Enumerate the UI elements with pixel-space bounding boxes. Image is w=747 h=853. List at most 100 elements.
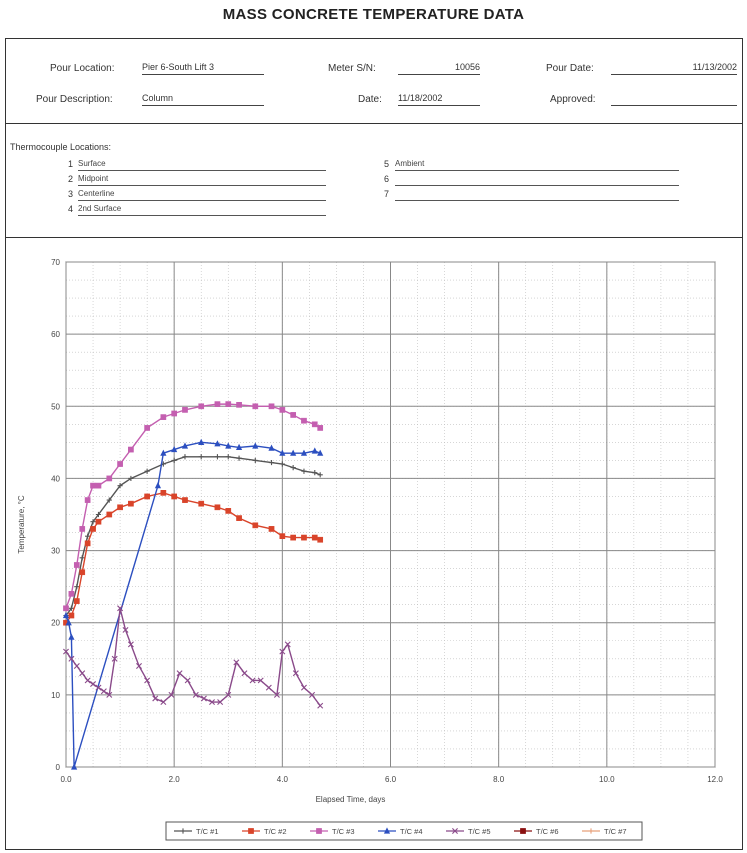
pour-location-value: Pier 6-South Lift 3 (142, 61, 264, 75)
tc-name-5: Ambient (395, 158, 679, 171)
legend-marker-5 (452, 828, 458, 834)
data-point-5 (233, 659, 240, 666)
data-point-5 (111, 655, 118, 662)
data-point-3 (73, 562, 80, 568)
y-axis-title: Temperature, °C (17, 495, 26, 554)
data-point-2 (279, 533, 286, 539)
data-point-4 (65, 619, 72, 626)
data-point-4 (181, 442, 189, 449)
data-point-5 (192, 691, 199, 698)
data-point-4 (160, 449, 167, 456)
data-point-4 (252, 442, 259, 449)
y-tick-label: 50 (51, 402, 60, 411)
data-point-5 (168, 691, 175, 698)
data-point-1 (95, 511, 102, 518)
data-point-1 (198, 454, 204, 460)
data-point-5 (184, 677, 191, 684)
data-point-5 (176, 670, 183, 677)
legend-label-5: T/C #5 (468, 827, 491, 836)
data-point-3 (117, 461, 123, 467)
data-point-3 (268, 403, 275, 410)
x-tick-label: 10.0 (599, 775, 615, 784)
y-tick-label: 60 (51, 330, 60, 339)
data-point-5 (284, 641, 291, 648)
data-point-5 (249, 677, 256, 684)
tc-name-2: Midpoint (78, 173, 326, 186)
tc-name-3: Centerline (78, 188, 326, 201)
data-point-5 (225, 691, 232, 698)
data-point-3 (182, 407, 188, 413)
data-point-1 (106, 497, 112, 503)
data-point-5 (257, 677, 264, 684)
pour-date-label: Pour Date: (546, 63, 594, 74)
data-point-2 (73, 598, 80, 604)
data-point-2 (68, 612, 75, 619)
data-point-2 (117, 504, 123, 511)
data-point-3 (198, 403, 205, 410)
y-tick-label: 70 (51, 258, 60, 267)
data-point-5 (152, 695, 159, 702)
x-tick-label: 8.0 (493, 775, 505, 784)
data-point-2 (236, 515, 242, 521)
data-point-3 (63, 605, 69, 612)
data-point-2 (171, 493, 178, 500)
data-point-1 (90, 519, 96, 525)
y-tick-label: 10 (51, 691, 60, 700)
data-point-5 (122, 626, 129, 633)
legend-marker-1 (180, 828, 186, 834)
data-point-4 (225, 442, 232, 449)
data-point-3 (95, 482, 102, 489)
data-point-2 (198, 500, 205, 507)
pour-location-label: Pour Location: (50, 63, 115, 74)
data-point-1 (182, 454, 188, 460)
data-point-3 (90, 482, 96, 489)
data-point-1 (79, 555, 85, 561)
data-point-1 (317, 472, 323, 478)
data-point-2 (317, 536, 324, 543)
data-point-5 (106, 691, 113, 698)
legend-marker-2 (248, 828, 254, 834)
data-point-3 (68, 591, 75, 597)
data-point-5 (79, 670, 86, 677)
legend-label-7: T/C #7 (604, 827, 627, 836)
tc-num-1: 1 (68, 159, 74, 169)
tc-num-6: 6 (384, 174, 390, 184)
data-point-3 (301, 417, 307, 424)
data-point-4 (154, 482, 162, 489)
data-point-1 (290, 465, 296, 471)
data-point-2 (106, 511, 113, 518)
thermocouple-heading: Thermocouple Locations: (10, 142, 112, 152)
x-tick-label: 6.0 (385, 775, 397, 784)
data-point-1 (128, 475, 134, 482)
x-tick-label: 0.0 (60, 775, 72, 784)
tc-name-1: Surface (78, 158, 326, 171)
pour-description-value: Column (142, 92, 264, 106)
pour-date-value: 11/13/2002 (611, 61, 737, 75)
data-point-2 (301, 534, 307, 541)
tc-name-7 (395, 188, 679, 201)
data-point-3 (79, 526, 86, 532)
date-label: Date: (358, 94, 382, 105)
legend-marker-4 (383, 827, 391, 834)
data-point-2 (160, 490, 167, 496)
legend-label-1: T/C #1 (196, 827, 219, 836)
data-point-1 (144, 468, 150, 474)
data-point-3 (160, 414, 167, 420)
tc-num-7: 7 (384, 189, 390, 199)
data-point-5 (300, 684, 307, 691)
data-point-2 (95, 518, 102, 525)
data-point-2 (84, 540, 91, 547)
data-point-5 (292, 670, 299, 677)
meter-sn-label: Meter S/N: (328, 63, 376, 74)
data-point-5 (68, 655, 75, 662)
legend-box (165, 821, 643, 841)
data-point-2 (225, 508, 232, 514)
data-point-4 (317, 449, 324, 456)
tc-num-5: 5 (384, 159, 390, 169)
x-tick-label: 12.0 (707, 775, 723, 784)
data-point-3 (106, 475, 113, 482)
data-point-5 (136, 663, 143, 669)
data-point-4 (214, 440, 221, 447)
data-point-1 (225, 454, 231, 460)
